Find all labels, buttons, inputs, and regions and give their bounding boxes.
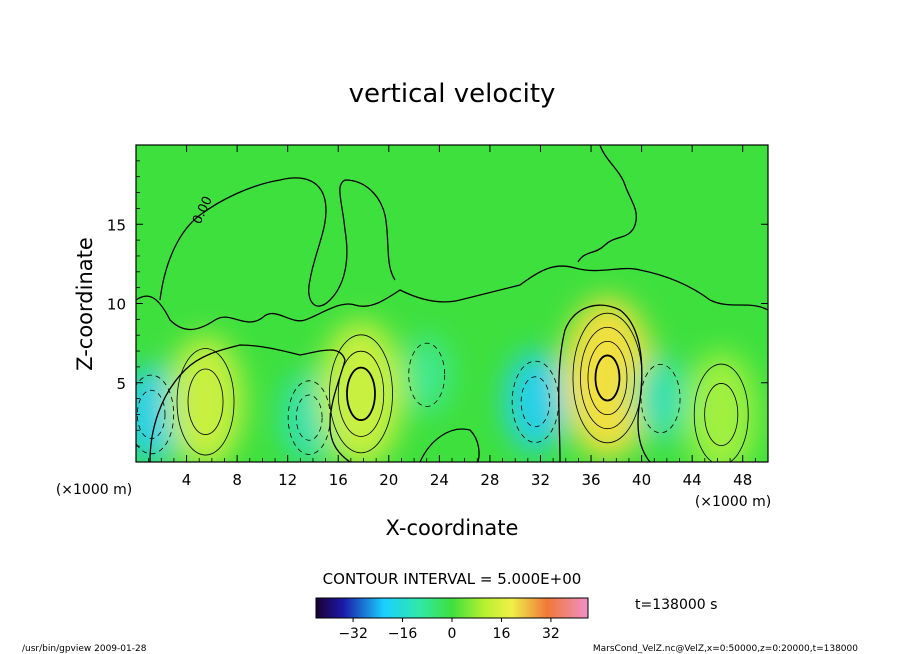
x-tick-label: 4	[182, 471, 192, 489]
contour-ring	[594, 354, 621, 402]
x-tick-label: 24	[430, 471, 449, 489]
x-tick-label: 8	[232, 471, 242, 489]
contour-ring	[136, 374, 175, 455]
contour-ring	[329, 334, 393, 454]
colorbar-tick-label: 0	[448, 626, 457, 642]
y-axis-label: Z-coordinate	[73, 237, 97, 371]
x-tick-label: 12	[278, 471, 297, 489]
contour-lower-b	[419, 428, 480, 462]
colorbar-tick-label: 16	[493, 626, 511, 642]
contour-ring	[693, 363, 749, 462]
x-unit-label: (×1000 m)	[695, 494, 771, 510]
x-tick-label: 40	[632, 471, 651, 489]
y-tick-label: 15	[107, 216, 126, 234]
contour-ring	[520, 376, 551, 428]
zero-contour-line	[136, 265, 768, 331]
y-tick-label: 10	[107, 296, 126, 314]
footer-right: MarsCond_VelZ.nc@VelZ,x=0:50000,z=0:2000…	[593, 644, 858, 654]
velocity-cell	[319, 320, 403, 462]
contour-ring	[346, 366, 376, 421]
contour-ring	[176, 348, 235, 456]
contour-ring	[187, 368, 224, 435]
contour-lower-c	[558, 304, 651, 462]
contour-ring	[587, 340, 628, 416]
contour-ring	[408, 342, 446, 407]
x-tick-label: 44	[683, 471, 702, 489]
velocity-cell	[634, 355, 687, 442]
x-tick-label: 16	[329, 471, 348, 489]
y-unit-label: (×1000 m)	[56, 482, 132, 498]
colorbar-tick-label: −32	[338, 626, 368, 642]
velocity-cell	[167, 335, 244, 462]
chart-title: vertical velocity	[349, 79, 556, 109]
footer-left: /usr/bin/gpview 2009-01-28	[22, 644, 147, 654]
contour-ring	[295, 394, 323, 441]
colorbar-tick-label: −16	[388, 626, 418, 642]
contour-lower-a	[149, 344, 351, 462]
velocity-cell	[504, 350, 567, 453]
x-axis-label: X-coordinate	[386, 516, 519, 540]
contour-ring	[640, 363, 681, 434]
colorbar	[315, 597, 589, 619]
y-tick-label: 5	[116, 375, 126, 393]
colorbar-tick-label: 32	[542, 626, 560, 642]
x-tick-label: 36	[581, 471, 600, 489]
x-tick-label: 48	[733, 471, 752, 489]
velocity-cell	[685, 351, 758, 462]
velocity-cell	[402, 335, 451, 415]
time-label: t=138000 s	[635, 597, 717, 613]
contour-ring	[704, 383, 739, 446]
contour-interval-text: CONTOUR INTERVAL = 5.000E+00	[323, 570, 582, 588]
contour-ring	[580, 326, 635, 430]
contour-ring	[337, 350, 385, 437]
x-tick-label: 28	[480, 471, 499, 489]
zero-contour-left	[159, 177, 396, 307]
zero-contour-right	[577, 145, 637, 263]
x-tick-label: 20	[379, 471, 398, 489]
x-tick-label: 32	[531, 471, 550, 489]
velocity-cell	[561, 296, 654, 459]
